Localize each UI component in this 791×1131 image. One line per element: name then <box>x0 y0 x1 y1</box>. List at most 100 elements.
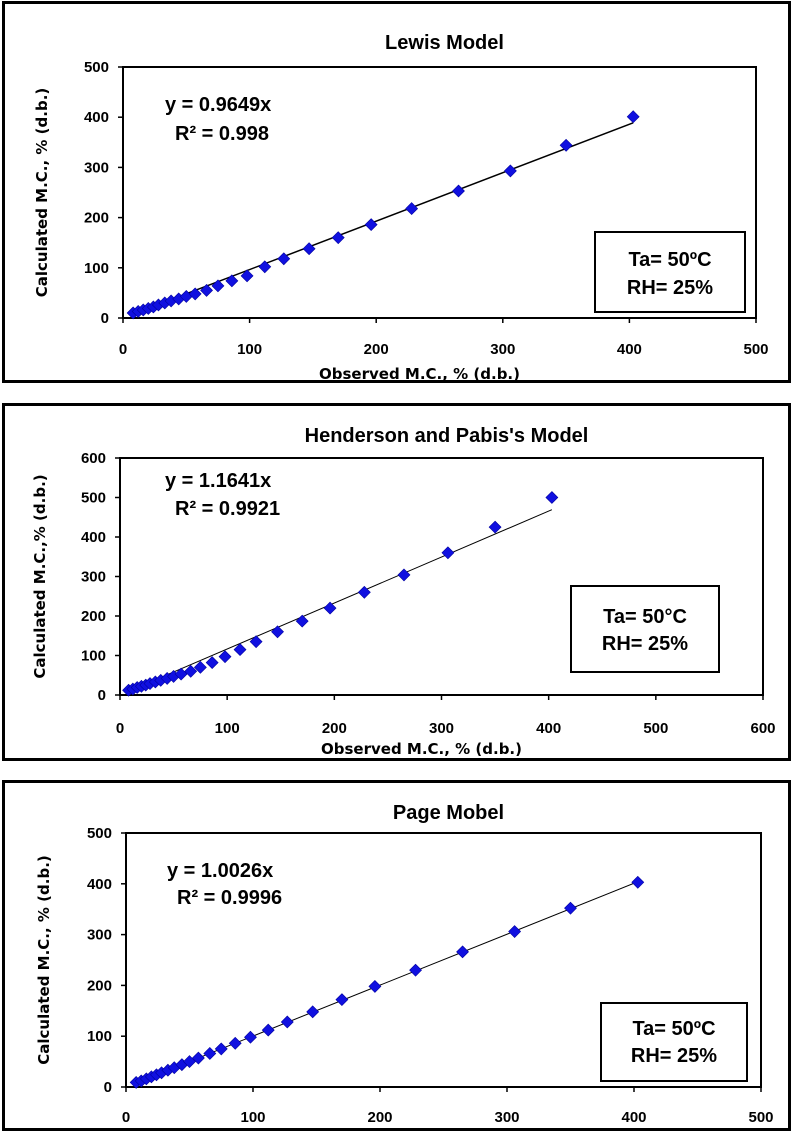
y-tick-label: 0 <box>101 310 109 327</box>
y-tick-label: 300 <box>84 159 109 176</box>
y-tick-label: 400 <box>81 529 106 546</box>
trendline-equation: y = 0.9649x <box>165 94 271 116</box>
data-point <box>240 269 254 283</box>
r-squared-label: R² = 0.9996 <box>177 887 282 909</box>
trendline-equation: y = 1.0026x <box>167 860 273 882</box>
x-tick-label: 0 <box>116 720 124 737</box>
data-point <box>203 1047 217 1060</box>
data-point <box>218 650 232 664</box>
x-tick-label: 100 <box>237 341 262 358</box>
chart-title: Henderson and Pabis's Model <box>305 425 589 447</box>
y-tick-label: 300 <box>81 569 106 586</box>
chart-henderson-pabis: Henderson and Pabis's Model 0 100 200 300 400… <box>31 425 776 758</box>
y-tick-label: 0 <box>98 687 106 704</box>
data-point <box>368 979 382 993</box>
data-point <box>631 875 645 889</box>
chart-panel-page: Page Mobel 0 100 200 300 400 500 0 100 200 300 400 5… <box>2 780 791 1131</box>
x-tick-label: 500 <box>643 720 668 737</box>
x-tick-label: 600 <box>750 720 775 737</box>
x-tick-label: 200 <box>367 1109 392 1126</box>
data-point <box>233 643 247 656</box>
data-point <box>452 184 465 198</box>
condition-humidity: RH= 25% <box>627 277 713 299</box>
y-tick-label: 400 <box>87 876 112 893</box>
data-point <box>323 601 337 615</box>
y-axis-label: Calculated M.C.,% (d.b.) <box>31 474 49 678</box>
x-tick-label: 100 <box>215 720 240 737</box>
condition-humidity: RH= 25% <box>631 1045 717 1067</box>
y-tick-label: 600 <box>81 450 106 467</box>
data-point <box>302 242 316 256</box>
data-point <box>456 945 469 959</box>
y-tick-label: 100 <box>84 260 109 277</box>
x-tick-label: 200 <box>322 720 347 737</box>
data-point <box>249 635 263 649</box>
plot-area <box>122 66 757 319</box>
condition-temperature: Ta= 50ºC <box>628 249 711 271</box>
data-point <box>183 1055 196 1069</box>
x-tick-label: 500 <box>748 1109 773 1126</box>
data-point <box>271 625 284 639</box>
data-point <box>441 546 455 560</box>
data-point <box>205 656 219 670</box>
condition-humidity: RH= 25% <box>602 633 688 655</box>
y-tick-label: 200 <box>84 210 109 227</box>
x-axis-label: Observed M.C., % (d.b.) <box>321 740 522 758</box>
y-tick-label: 500 <box>87 825 112 842</box>
data-point <box>306 1005 320 1019</box>
data-point <box>626 110 640 124</box>
data-point <box>188 287 202 301</box>
data-point <box>193 660 207 674</box>
y-tick-label: 200 <box>87 977 112 994</box>
data-point <box>559 138 573 152</box>
data-point <box>225 274 239 288</box>
chart-panel-lewis: Lewis Model 0 100 200 300 400 500 0 100 200 300 400… <box>2 1 791 383</box>
data-point <box>564 901 577 915</box>
x-tick-label: 400 <box>621 1109 646 1126</box>
data-point <box>277 252 291 266</box>
data-point <box>364 218 378 232</box>
data-point <box>508 925 522 938</box>
data-point <box>357 585 371 599</box>
x-tick-label: 400 <box>536 720 561 737</box>
data-point <box>214 1042 228 1056</box>
x-tick-label: 300 <box>490 341 515 358</box>
r-squared-label: R² = 0.998 <box>175 123 269 145</box>
chart-title: Page Mobel <box>393 802 504 824</box>
data-point <box>228 1036 242 1050</box>
data-point <box>280 1015 294 1029</box>
chart-panel-henderson-pabis: Henderson and Pabis's Model 0 100 200 300 400… <box>2 403 791 761</box>
y-tick-label: 500 <box>81 490 106 507</box>
y-tick-label: 100 <box>87 1028 112 1045</box>
data-point <box>397 568 411 582</box>
data-point <box>244 1030 257 1044</box>
y-tick-label: 200 <box>81 608 106 625</box>
data-point <box>184 664 198 678</box>
data-point <box>191 1051 205 1065</box>
y-tick-label: 400 <box>84 109 109 126</box>
r-squared-label: R² = 0.9921 <box>175 498 280 520</box>
condition-box <box>594 231 746 313</box>
data-point <box>258 260 272 274</box>
condition-temperature: Ta= 50ºC <box>632 1018 715 1040</box>
data-point <box>331 231 345 245</box>
condition-box <box>600 1002 748 1082</box>
x-tick-label: 0 <box>119 341 127 358</box>
y-tick-label: 500 <box>84 59 109 76</box>
y-axis-label: Calculated M.C., % (d.b.) <box>33 88 51 298</box>
condition-temperature: Ta= 50°C <box>603 606 687 628</box>
chart-title: Lewis Model <box>385 32 504 54</box>
x-axis-label: Observed M.C., % (d.b.) <box>319 365 520 380</box>
chart-lewis: Lewis Model 0 100 200 300 400 500 0 100 200 300 400… <box>33 32 769 380</box>
data-point <box>405 202 419 215</box>
plot-area <box>125 832 762 1088</box>
x-tick-label: 300 <box>429 720 454 737</box>
y-tick-label: 0 <box>104 1079 112 1096</box>
condition-box <box>570 585 720 673</box>
data-point <box>200 283 213 297</box>
data-point <box>211 279 225 293</box>
y-axis-label: Calculated M.C., % (d.b.) <box>35 855 53 1065</box>
data-point <box>409 963 422 977</box>
trendline <box>132 122 634 315</box>
y-tick-label: 100 <box>81 648 106 665</box>
